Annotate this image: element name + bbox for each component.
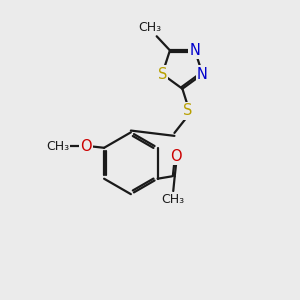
Text: O: O (80, 139, 92, 154)
Text: N: N (197, 67, 208, 82)
Text: S: S (183, 103, 192, 118)
Text: S: S (158, 67, 167, 82)
Text: CH₃: CH₃ (46, 140, 69, 153)
Text: CH₃: CH₃ (162, 194, 185, 206)
Text: O: O (170, 148, 182, 164)
Text: CH₃: CH₃ (138, 21, 161, 34)
Text: N: N (189, 43, 200, 58)
